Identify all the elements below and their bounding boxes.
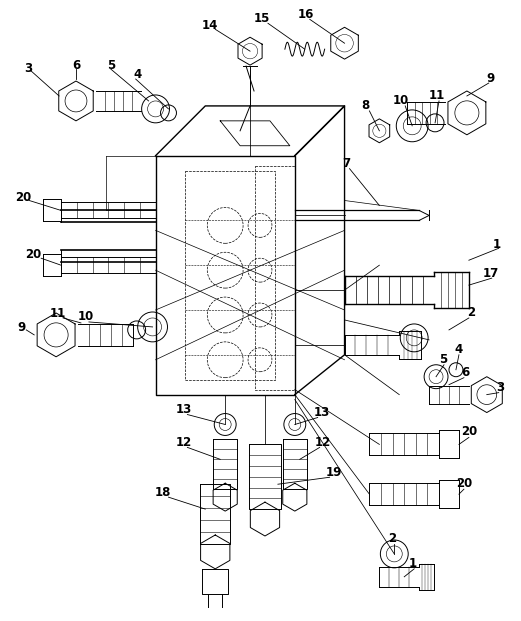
Text: 12: 12 xyxy=(175,436,192,449)
Text: 5: 5 xyxy=(439,353,447,366)
Text: 2: 2 xyxy=(388,532,396,545)
Text: 9: 9 xyxy=(17,322,26,335)
Text: 1: 1 xyxy=(493,238,501,251)
Text: 13: 13 xyxy=(175,403,192,416)
Text: 16: 16 xyxy=(297,8,314,21)
Text: 4: 4 xyxy=(455,343,463,356)
Text: 9: 9 xyxy=(487,71,495,84)
Text: 7: 7 xyxy=(342,157,351,170)
Text: 3: 3 xyxy=(24,61,32,75)
Text: 2: 2 xyxy=(467,307,475,319)
Text: 20: 20 xyxy=(25,248,41,261)
Text: 12: 12 xyxy=(315,436,331,449)
Text: 6: 6 xyxy=(461,366,469,379)
Text: 10: 10 xyxy=(78,310,94,324)
Text: 11: 11 xyxy=(50,307,66,320)
Text: 1: 1 xyxy=(409,558,417,570)
Text: 15: 15 xyxy=(254,12,270,25)
Text: 13: 13 xyxy=(314,406,330,419)
Text: 20: 20 xyxy=(461,425,477,438)
Text: 3: 3 xyxy=(497,381,505,394)
Text: 20: 20 xyxy=(456,477,472,490)
Text: 20: 20 xyxy=(15,191,31,204)
Text: 19: 19 xyxy=(326,466,342,479)
Text: 11: 11 xyxy=(429,89,445,102)
Text: 4: 4 xyxy=(133,68,142,81)
Text: 6: 6 xyxy=(72,58,80,71)
Text: 14: 14 xyxy=(202,19,218,32)
Text: 17: 17 xyxy=(482,266,499,279)
Text: 5: 5 xyxy=(107,58,115,71)
Text: 8: 8 xyxy=(361,99,369,112)
Text: 10: 10 xyxy=(393,94,410,107)
Text: 18: 18 xyxy=(154,486,171,499)
